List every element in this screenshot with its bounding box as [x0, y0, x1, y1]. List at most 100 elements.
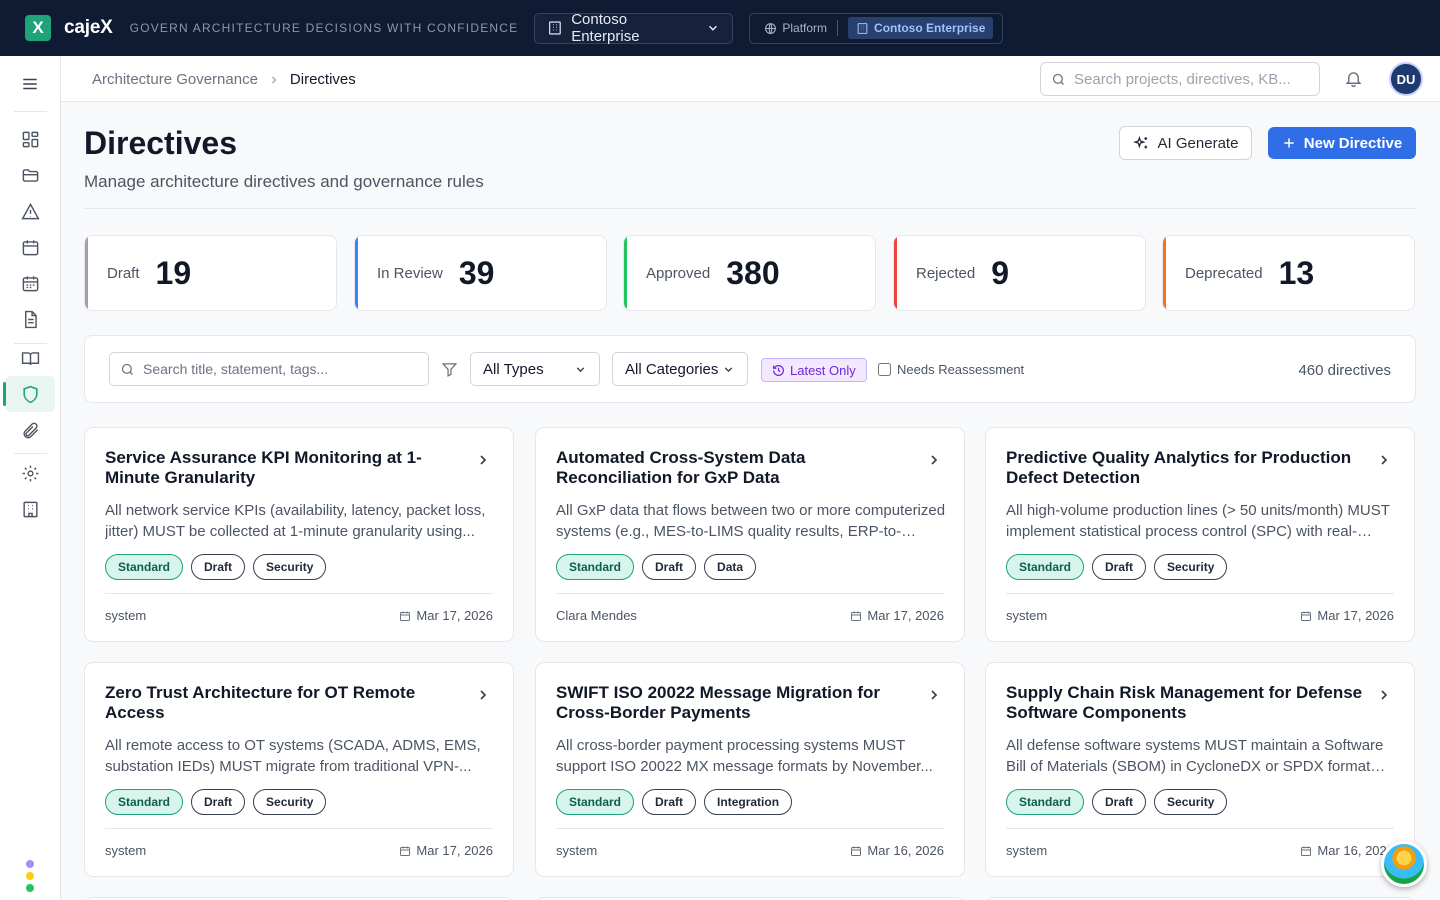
directive-card[interactable]: Service Assurance KPI Monitoring at 1-Mi… [84, 427, 514, 642]
building-icon [549, 21, 562, 35]
bell-icon[interactable] [1344, 69, 1363, 93]
stat-label: Deprecated [1185, 264, 1263, 282]
directive-title[interactable]: Predictive Quality Analytics for Product… [1006, 448, 1352, 487]
directive-title[interactable]: Supply Chain Risk Management for Defense… [1006, 683, 1363, 722]
tag-badge: Standard [556, 554, 635, 580]
dashboard-icon[interactable] [20, 129, 40, 149]
status-dot-green [26, 884, 34, 892]
ai-generate-button[interactable]: AI Generate [1119, 126, 1252, 160]
global-search-input[interactable] [1074, 70, 1304, 88]
search-icon [1052, 73, 1064, 85]
sidebar [0, 56, 61, 900]
document-icon[interactable] [20, 309, 40, 329]
stat-card-draft[interactable]: Draft 19 [84, 235, 337, 311]
brand-name[interactable]: cajeX [64, 17, 113, 38]
stat-card-deprecated[interactable]: Deprecated 13 [1162, 235, 1415, 311]
directive-description: All network service KPIs (availability, … [105, 502, 486, 540]
building-icon[interactable] [20, 499, 40, 519]
needs-reassessment-filter[interactable]: Needs Reassessment [878, 362, 1024, 377]
stat-value: 13 [1278, 254, 1315, 291]
tag-badge: Standard [556, 789, 635, 815]
chevron-right-icon[interactable] [1376, 452, 1392, 468]
directive-card[interactable]: Automated Cross-System Data Reconciliati… [535, 427, 965, 642]
directive-card[interactable]: Zero Trust Architecture for OT Remote Ac… [84, 662, 514, 877]
breadcrumb-item-directives: Directives [289, 71, 356, 88]
globe-icon [765, 22, 777, 34]
latest-only-toggle[interactable]: Latest Only [761, 358, 867, 382]
book-icon[interactable] [20, 348, 40, 368]
gear-icon[interactable] [20, 463, 40, 483]
calendar-icon [400, 611, 411, 621]
plus-icon [1284, 138, 1294, 148]
tag-list: Standard Draft Integration [556, 789, 793, 815]
directive-card[interactable]: SWIFT ISO 20022 Message Migration for Cr… [535, 662, 965, 877]
tag-badge: Security [253, 789, 327, 815]
tag-list: Standard Draft Security [105, 789, 327, 815]
app-logo[interactable]: X [25, 15, 51, 41]
search-icon [121, 363, 133, 375]
type-select-value: All Types [483, 360, 544, 378]
directive-description: All high-volume production lines (> 50 u… [1006, 502, 1390, 540]
history-icon [773, 364, 784, 376]
ai-generate-label: AI Generate [1157, 134, 1239, 152]
card-footer: system Mar 17, 2026 [105, 828, 493, 858]
org-select[interactable]: Contoso Enterprise [534, 11, 734, 45]
breadcrumb-item-architecture-governance[interactable]: Architecture Governance [92, 71, 258, 88]
new-directive-button[interactable]: New Directive [1268, 127, 1416, 159]
directive-card[interactable]: Predictive Quality Analytics for Product… [985, 427, 1415, 642]
stat-card-in-review[interactable]: In Review 39 [354, 235, 607, 311]
alert-triangle-icon[interactable] [20, 201, 40, 221]
directive-title[interactable]: Service Assurance KPI Monitoring at 1-Mi… [105, 448, 422, 487]
chevron-right-icon [271, 76, 277, 83]
chevron-right-icon[interactable] [475, 687, 491, 703]
directive-author: system [1006, 843, 1048, 858]
chevron-right-icon[interactable] [926, 687, 942, 703]
tag-badge: Security [1154, 554, 1228, 580]
chevron-right-icon[interactable] [1376, 687, 1392, 703]
tag-badge: Draft [642, 554, 697, 580]
assistant-avatar-button[interactable] [1381, 841, 1427, 887]
stat-value: 9 [991, 254, 1009, 291]
sidebar-divider [14, 343, 47, 344]
new-directive-label: New Directive [1303, 134, 1403, 152]
calendar-icon [400, 846, 411, 856]
directive-title[interactable]: SWIFT ISO 20022 Message Migration for Cr… [556, 683, 881, 722]
context-platform[interactable]: Platform [764, 21, 827, 35]
directive-card[interactable]: Supply Chain Risk Management for Defense… [985, 662, 1415, 877]
status-dot-yellow [26, 872, 34, 880]
directive-author: system [1006, 608, 1048, 623]
context-active[interactable]: Contoso Enterprise [848, 17, 994, 39]
category-select[interactable]: All Categories [612, 352, 748, 386]
chevron-right-icon[interactable] [475, 452, 491, 468]
directive-date: Mar 17, 2026 [1300, 608, 1394, 623]
directive-search-input[interactable] [143, 361, 423, 377]
directive-title[interactable]: Zero Trust Architecture for OT Remote Ac… [105, 683, 416, 722]
calendar-icon[interactable] [20, 237, 40, 257]
breadcrumb: Architecture Governance Directives [92, 71, 356, 88]
stat-label: In Review [377, 264, 443, 282]
shield-icon[interactable] [20, 384, 40, 404]
stat-label: Approved [646, 264, 711, 282]
global-search[interactable] [1040, 62, 1320, 96]
paperclip-icon[interactable] [20, 420, 40, 440]
chevron-right-icon[interactable] [926, 452, 942, 468]
stat-card-rejected[interactable]: Rejected 9 [893, 235, 1146, 311]
directive-search[interactable] [109, 352, 429, 386]
category-select-value: All Categories [625, 360, 719, 378]
directive-date-text: Mar 16, 2026 [867, 843, 944, 858]
avatar[interactable]: DU [1389, 62, 1423, 96]
calendar-icon [851, 611, 862, 621]
directive-title[interactable]: Automated Cross-System Data Reconciliati… [556, 448, 806, 487]
tag-badge: Standard [105, 789, 184, 815]
folder-icon[interactable] [20, 165, 40, 185]
filter-icon[interactable] [441, 361, 458, 383]
needs-reassessment-checkbox[interactable] [878, 363, 891, 376]
tag-badge: Security [1154, 789, 1228, 815]
context-active-label: Contoso Enterprise [874, 21, 986, 35]
header-bar: Architecture Governance Directives DU [61, 56, 1440, 102]
stat-card-approved[interactable]: Approved 380 [623, 235, 876, 311]
type-select[interactable]: All Types [470, 352, 600, 386]
calendar-grid-icon[interactable] [20, 273, 40, 293]
menu-icon[interactable] [20, 74, 40, 94]
chevron-down-icon [576, 366, 585, 372]
